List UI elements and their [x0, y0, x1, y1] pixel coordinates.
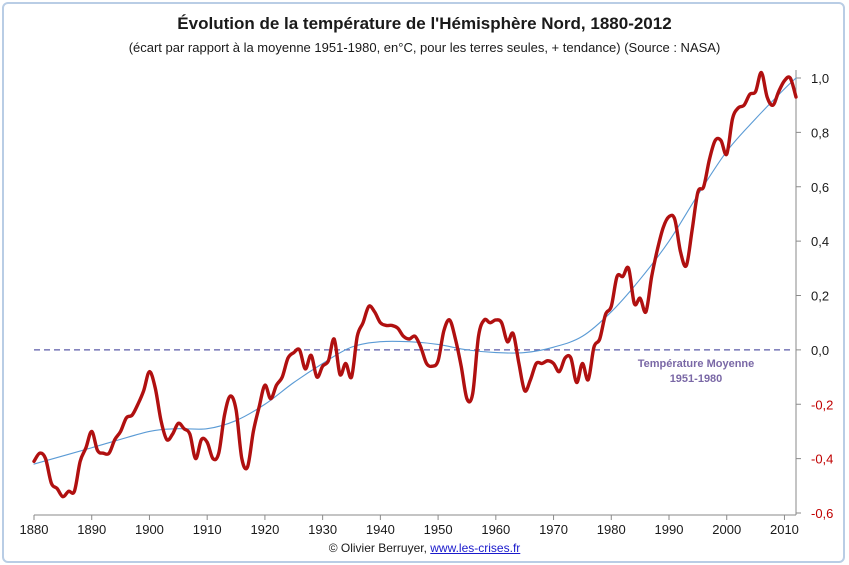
credit-line: © Olivier Berruyer, www.les-crises.fr	[0, 541, 849, 555]
y-tick-label: -0,2	[811, 397, 833, 412]
x-tick-label: 1980	[597, 522, 626, 537]
y-tick-label: 0,4	[811, 234, 829, 249]
x-tick-label: 1960	[481, 522, 510, 537]
chart-title: Évolution de la température de l'Hémisph…	[177, 14, 672, 33]
x-tick-label: 1950	[424, 522, 453, 537]
x-tick-label: 1910	[193, 522, 222, 537]
y-tick-label: 0,0	[811, 343, 829, 358]
y-tick-label: 1,0	[811, 71, 829, 86]
x-tick-label: 1900	[135, 522, 164, 537]
x-tick-label: 1990	[655, 522, 684, 537]
y-tick-label: 0,6	[811, 180, 829, 195]
y-tick-label: 0,2	[811, 289, 829, 304]
chart-subtitle: (écart par rapport à la moyenne 1951-198…	[128, 40, 721, 55]
x-tick-label: 1940	[366, 522, 395, 537]
x-tick-label: 1920	[250, 522, 279, 537]
credit-link[interactable]: www.les-crises.fr	[430, 541, 521, 555]
axes: 1880 1890 1900 1910 1920 1930 1940 1950 1960 1970…	[20, 70, 833, 537]
y-tick-label: -0,4	[811, 452, 833, 467]
series-group	[32, 70, 798, 499]
y-tick-label: -0,6	[811, 506, 833, 521]
x-tick-label: 2010	[770, 522, 799, 537]
reference-line-label-2: 1951-1980	[670, 373, 723, 385]
x-tick-label: 2000	[712, 522, 741, 537]
reference-line-label-1: Température Moyenne	[638, 358, 755, 370]
x-tick-label: 1970	[539, 522, 568, 537]
series-line-annual	[32, 70, 798, 499]
x-tick-label: 1930	[308, 522, 337, 537]
credit-author: © Olivier Berruyer,	[328, 541, 427, 555]
x-tick-label: 1880	[20, 522, 49, 537]
series-line-trend	[33, 77, 797, 465]
y-tick-label: 0,8	[811, 125, 829, 140]
x-tick-label: 1890	[77, 522, 106, 537]
